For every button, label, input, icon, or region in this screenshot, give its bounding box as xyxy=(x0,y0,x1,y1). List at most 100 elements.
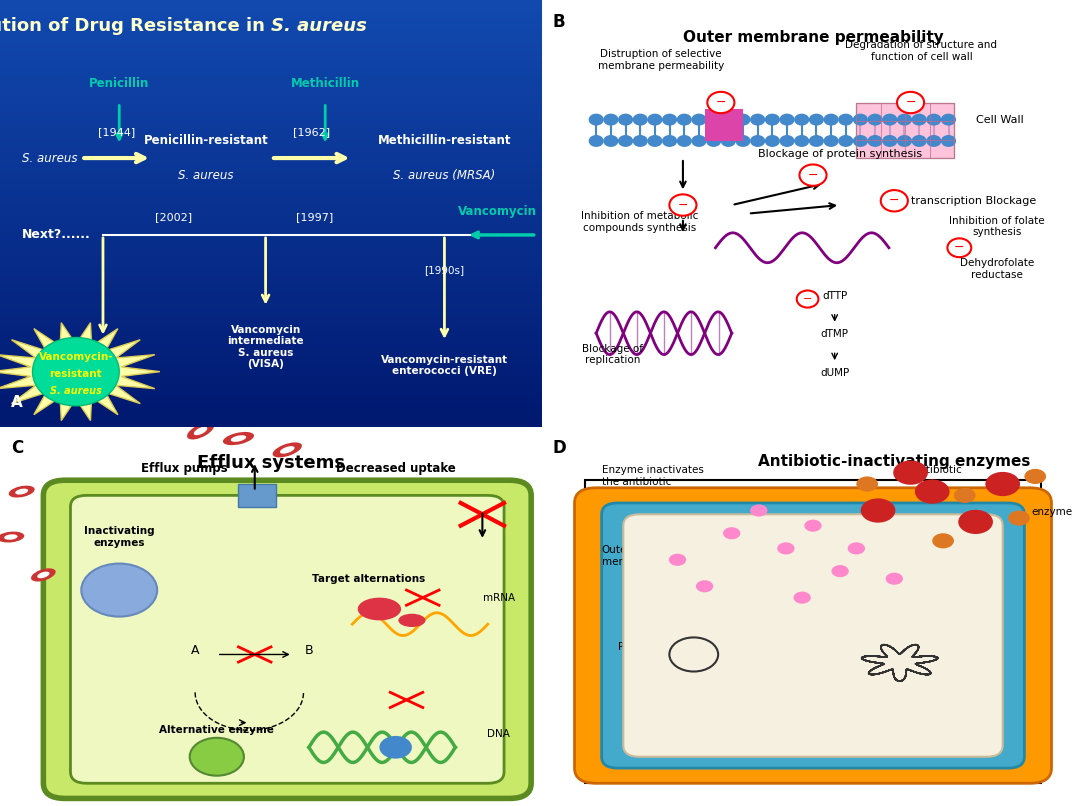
Text: Inactivating
enzymes: Inactivating enzymes xyxy=(83,526,155,548)
Text: peptidoglycan: peptidoglycan xyxy=(857,729,931,739)
Text: Target alternations: Target alternations xyxy=(312,574,425,584)
Bar xyxy=(0,406,542,410)
Ellipse shape xyxy=(15,488,28,495)
Bar xyxy=(0,89,542,94)
Circle shape xyxy=(880,190,907,211)
Bar xyxy=(0,4,542,9)
Bar xyxy=(0,299,542,303)
Bar xyxy=(0,239,542,243)
Circle shape xyxy=(853,114,868,126)
Text: Outer membrane permeability: Outer membrane permeability xyxy=(683,30,943,45)
Text: Methicillin: Methicillin xyxy=(291,77,360,89)
Bar xyxy=(0,351,542,355)
Bar xyxy=(0,52,542,56)
Text: transcription Blockage: transcription Blockage xyxy=(911,196,1036,206)
Bar xyxy=(0,260,542,265)
Text: −: − xyxy=(678,198,688,211)
Text: −: − xyxy=(905,96,916,109)
Bar xyxy=(0,17,542,22)
Circle shape xyxy=(882,135,898,147)
Bar xyxy=(0,282,542,286)
Bar xyxy=(0,150,542,154)
Text: D: D xyxy=(553,438,567,456)
Bar xyxy=(0,368,542,372)
Text: A: A xyxy=(191,645,199,658)
Text: −: − xyxy=(715,96,726,109)
Circle shape xyxy=(765,135,780,147)
Bar xyxy=(0,414,542,418)
Bar xyxy=(0,158,542,162)
Circle shape xyxy=(706,135,721,147)
Ellipse shape xyxy=(231,435,246,442)
Bar xyxy=(0,22,542,26)
Bar xyxy=(0,162,542,167)
Circle shape xyxy=(954,488,976,503)
Text: Penicillin: Penicillin xyxy=(89,77,150,89)
Circle shape xyxy=(723,527,740,539)
Bar xyxy=(0,145,542,149)
Circle shape xyxy=(721,114,736,126)
Circle shape xyxy=(882,114,898,126)
Bar xyxy=(0,94,542,98)
Bar xyxy=(0,231,542,235)
Text: DNA: DNA xyxy=(487,729,511,739)
Text: S. aureus (MRSA): S. aureus (MRSA) xyxy=(393,168,495,181)
Text: Penicillin-resistant: Penicillin-resistant xyxy=(143,135,269,147)
Bar xyxy=(0,119,542,124)
Circle shape xyxy=(861,498,895,522)
Circle shape xyxy=(958,509,993,534)
Circle shape xyxy=(838,114,853,126)
Bar xyxy=(0,346,542,351)
Text: Plamid: Plamid xyxy=(618,642,654,652)
Bar xyxy=(0,303,542,308)
Text: Inhibition of folate
synthesis: Inhibition of folate synthesis xyxy=(950,216,1045,237)
Bar xyxy=(0,9,542,13)
Ellipse shape xyxy=(272,442,302,458)
Circle shape xyxy=(662,135,678,147)
Circle shape xyxy=(886,572,903,585)
Text: dUMP: dUMP xyxy=(821,368,849,378)
Circle shape xyxy=(750,135,765,147)
Circle shape xyxy=(853,135,868,147)
Bar xyxy=(0,124,542,128)
Text: Antibiotic: Antibiotic xyxy=(913,465,963,475)
Text: −: − xyxy=(803,294,812,304)
Text: Blockage of protein synthesis: Blockage of protein synthesis xyxy=(758,149,922,159)
Bar xyxy=(0,418,542,423)
Text: Vancomycin-: Vancomycin- xyxy=(39,351,113,362)
Circle shape xyxy=(848,542,865,555)
Circle shape xyxy=(647,114,662,126)
FancyBboxPatch shape xyxy=(43,480,531,799)
Circle shape xyxy=(867,114,882,126)
Text: [1944]: [1944] xyxy=(98,127,136,137)
Bar xyxy=(0,39,542,43)
Circle shape xyxy=(589,114,604,126)
Bar xyxy=(0,333,542,338)
Bar xyxy=(0,193,542,197)
Polygon shape xyxy=(0,322,160,421)
Text: Blockage of
replication: Blockage of replication xyxy=(582,344,643,365)
Bar xyxy=(0,384,542,388)
Circle shape xyxy=(669,554,686,566)
Circle shape xyxy=(793,592,811,604)
Bar xyxy=(0,184,542,188)
Circle shape xyxy=(804,520,822,532)
Text: Degradation of structure and
function of cell wall: Degradation of structure and function of… xyxy=(846,40,997,62)
Text: nucleoid: nucleoid xyxy=(927,634,970,644)
Bar xyxy=(705,109,743,126)
Circle shape xyxy=(618,135,633,147)
Bar xyxy=(0,0,542,4)
Text: C: C xyxy=(11,438,23,456)
Bar xyxy=(0,329,542,333)
Text: Decreased uptake: Decreased uptake xyxy=(336,463,455,476)
Circle shape xyxy=(947,239,971,257)
Text: Cell Wall: Cell Wall xyxy=(976,114,1023,125)
Circle shape xyxy=(856,476,878,492)
Bar xyxy=(0,111,542,115)
Text: Distruption of selective
membrane permeability: Distruption of selective membrane permea… xyxy=(598,49,724,71)
Bar xyxy=(0,290,542,295)
Text: −: − xyxy=(954,241,965,254)
Text: S. aureus: S. aureus xyxy=(50,386,102,396)
Bar xyxy=(0,205,542,210)
Bar xyxy=(0,69,542,73)
